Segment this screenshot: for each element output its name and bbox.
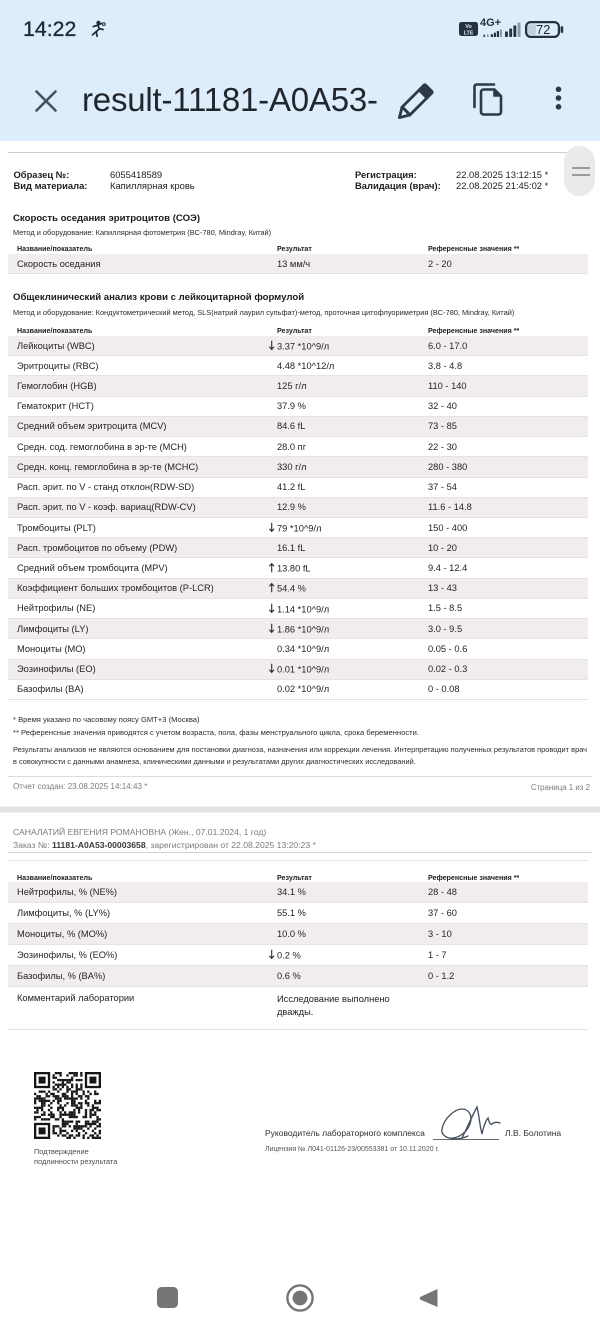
svg-text:72: 72 — [536, 22, 550, 37]
svg-text:LTE: LTE — [464, 30, 474, 36]
svg-text:Vo: Vo — [465, 24, 472, 30]
